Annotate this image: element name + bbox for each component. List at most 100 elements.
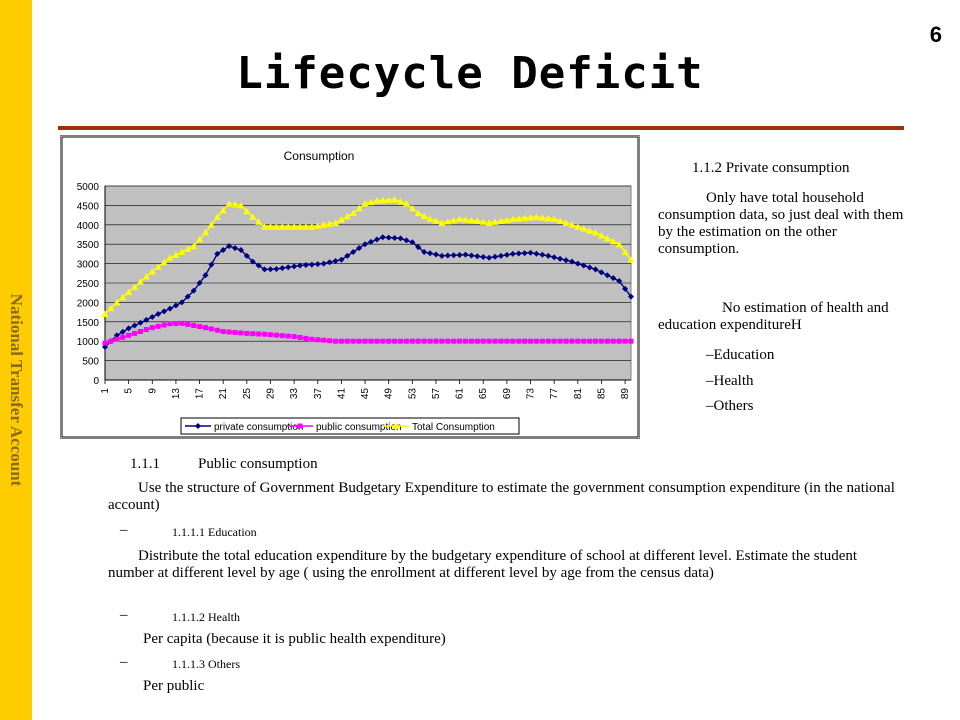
data-point [604, 338, 610, 344]
public-para-1: Use the structure of Government Budgetar… [108, 480, 895, 513]
data-point [402, 199, 410, 207]
data-point [249, 258, 256, 265]
legend-label: private consumption [214, 422, 304, 433]
private-para-1: Only have total household consumption da… [658, 190, 904, 257]
data-point [367, 198, 375, 206]
data-point [166, 254, 174, 261]
data-point [315, 337, 321, 343]
data-point [575, 338, 581, 344]
data-point [361, 199, 369, 207]
data-point [569, 338, 575, 344]
data-point [533, 338, 539, 344]
data-point [208, 261, 215, 268]
data-point [456, 251, 463, 258]
data-point [515, 214, 523, 222]
data-point [231, 200, 239, 208]
data-point [125, 288, 133, 296]
data-point [154, 263, 162, 270]
data-point [273, 266, 280, 273]
data-point [137, 319, 144, 326]
data-point [332, 258, 339, 265]
data-point [527, 249, 534, 256]
data-point [604, 272, 611, 279]
x-tick-label: 25 [242, 388, 253, 400]
data-point [107, 304, 115, 312]
data-point [291, 263, 298, 270]
data-point [451, 338, 457, 344]
data-point [562, 219, 570, 226]
data-point [225, 199, 233, 207]
data-point [457, 338, 463, 344]
data-point [114, 336, 120, 342]
data-point [232, 329, 238, 335]
data-point [398, 338, 404, 344]
data-point [474, 338, 480, 344]
x-tick-label: 21 [218, 388, 229, 400]
data-point [214, 327, 220, 333]
y-tick-label: 2500 [77, 279, 100, 290]
data-point [386, 338, 392, 344]
data-point [279, 265, 286, 272]
data-point [497, 252, 504, 259]
chart-canvas: Consumption 0 500 1000 1500 2000 2500 3000 3500… [61, 136, 639, 438]
data-point [610, 275, 617, 282]
data-point [597, 231, 605, 239]
data-point [550, 215, 558, 222]
data-point [120, 334, 126, 340]
data-point [580, 225, 588, 232]
title-divider [58, 126, 904, 130]
data-point [226, 329, 232, 335]
page-number: 6 [929, 22, 942, 47]
data-point [267, 332, 273, 338]
data-point [557, 255, 564, 262]
data-point [303, 335, 309, 341]
x-tick-label: 77 [549, 388, 560, 400]
data-point [338, 338, 344, 344]
data-point [296, 223, 304, 230]
data-point [587, 338, 593, 344]
data-point [379, 234, 386, 241]
data-point [456, 215, 464, 222]
legend-label: public consumption [316, 422, 402, 433]
data-point [220, 247, 227, 254]
data-point [237, 247, 244, 254]
data-point [167, 321, 173, 327]
x-tick-label: 13 [171, 388, 182, 400]
data-point [616, 278, 623, 285]
chart-title: Consumption [284, 149, 355, 163]
private-item-education: –Education [706, 347, 775, 363]
data-point [102, 340, 108, 346]
series-markers [101, 196, 635, 351]
data-point [438, 252, 445, 259]
data-point [568, 221, 576, 228]
data-point [202, 272, 209, 279]
data-point [521, 250, 528, 257]
x-tick-label: 45 [360, 388, 371, 400]
data-point [126, 332, 132, 338]
data-point [616, 338, 622, 344]
data-point [421, 338, 427, 344]
data-point [528, 338, 534, 344]
data-point [504, 338, 510, 344]
data-point [125, 325, 132, 332]
data-point [532, 213, 540, 221]
data-point [362, 241, 369, 248]
data-point [415, 244, 422, 251]
data-point [521, 214, 529, 222]
data-point [486, 338, 492, 344]
x-tick-label: 89 [620, 388, 631, 400]
data-point [190, 287, 197, 294]
data-point [574, 260, 581, 267]
dash-3: – [120, 654, 128, 670]
data-point [462, 216, 470, 223]
data-point [503, 251, 510, 258]
data-point [267, 266, 274, 273]
data-point [408, 204, 416, 212]
data-point [374, 338, 380, 344]
data-point [243, 252, 250, 259]
data-point [297, 334, 303, 340]
data-point [226, 243, 233, 250]
data-point [321, 337, 327, 343]
data-point [238, 330, 244, 336]
x-tick-label: 17 [195, 388, 206, 400]
